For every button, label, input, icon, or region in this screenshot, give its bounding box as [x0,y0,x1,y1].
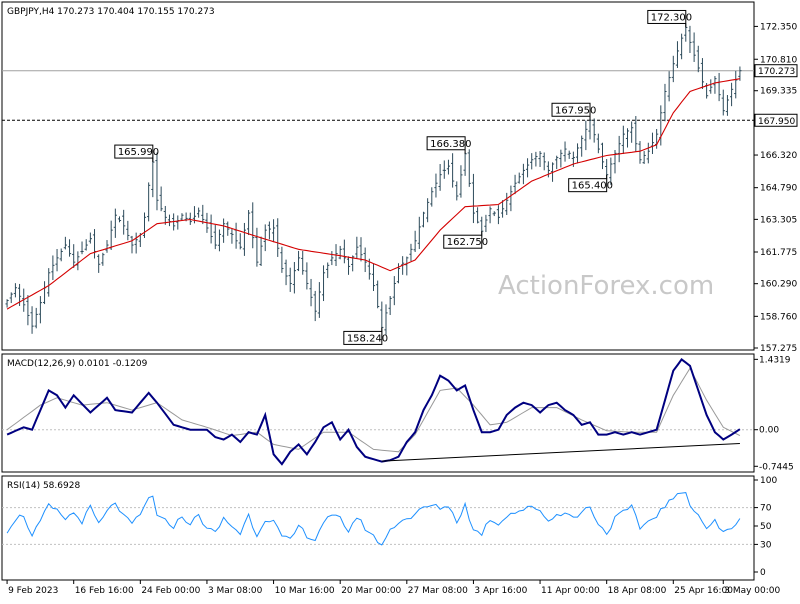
callout-label-167.950: 167.950 [555,105,596,116]
current-price-tag-box [754,64,798,78]
x-tick-label: 20 Mar 00:00 [341,586,401,596]
rsi-panel-frame [1,475,755,581]
rsi-line [6,492,741,546]
callout-box-166.380 [426,136,466,151]
callout-box-167.950 [551,102,591,117]
rsi-ytick-label: 50 [760,522,772,532]
watermark: ActionForex.com [498,271,714,301]
rsi-ytick-label: 30 [760,540,772,550]
x-tick-label: 10 Mar 16:00 [275,586,335,596]
macd-trendline [381,442,740,462]
rsi-ytick-label: 100 [760,476,777,486]
price-panel-frame [1,1,755,351]
rsi-layer [2,492,754,546]
callout-label-166.380: 166.380 [430,139,471,150]
macd-panel-frame [1,353,755,473]
price-ytick-label: 157.275 [760,344,797,354]
macd-layer [2,357,754,466]
price-layer: 165.990 158.240 166.380 162.750 167.950 165.4… [2,9,754,345]
callout-label-165.400: 165.400 [572,181,613,192]
price-ytick-label: 160.290 [760,280,797,290]
rsi-ytick-label: 70 [760,504,772,514]
callout-box-165.400 [568,178,608,193]
x-tick-label: 27 Mar 08:00 [408,586,468,596]
price-ytick-label: 166.320 [760,151,797,161]
callout-box-172.300 [647,9,687,24]
x-tick-label: 11 Apr 00:00 [541,586,600,596]
moving-average-line [6,78,740,310]
x-tick-label: 24 Feb 00:00 [141,586,200,596]
callout-box-158.240 [343,330,383,345]
x-tick-label: 16 Feb 16:00 [75,586,134,596]
macd-ytick-label: 1.4319 [759,355,791,365]
callout-label-158.240: 158.240 [347,333,388,344]
price-ytick-label: 172.350 [760,22,797,32]
callout-box-162.750 [443,234,483,249]
axis-layer: 172.350 170.810 169.335 166.320 164.790 163.3… [6,22,798,596]
current-price-tag: 170.273 [758,67,795,77]
macd-line [6,357,741,466]
price-ytick-label: 170.810 [760,55,797,65]
x-tick-label: 3 Apr 16:00 [474,586,527,596]
price-header: GBPJPY,H4 170.273 170.404 170.155 170.27… [7,7,215,17]
price-ytick-label: 158.760 [760,312,797,322]
x-tick-label: 18 Apr 08:00 [608,586,667,596]
level-price-tag-box [754,113,798,127]
x-tick-label: 3 Mar 08:00 [208,586,263,596]
callout-label-162.750: 162.750 [447,237,488,248]
x-tick-label: 3 May 00:00 [724,586,780,596]
macd-ytick-label: 0.00 [759,426,779,436]
x-tick-label: 25 Apr 16:00 [674,586,733,596]
macd-ytick-label: -0.7445 [759,462,794,472]
macd-signal-line [6,367,741,453]
x-tick-label: 9 Feb 2023 [8,586,58,596]
rsi-header: RSI(14) 58.6928 [7,481,80,491]
level-price-tag: 167.950 [758,117,795,127]
callout-label-165.990: 165.990 [118,147,159,158]
price-ytick-label: 161.775 [760,248,797,258]
callout-label-172.300: 172.300 [651,12,692,23]
macd-header: MACD(12,26,9) 0.0101 -0.1209 [7,359,148,369]
rsi-ytick-label: 0 [760,568,766,578]
callout-box-165.990 [114,144,154,159]
price-ytick-label: 169.335 [760,87,797,97]
price-ytick-label: 164.790 [760,184,797,194]
price-ytick-label: 163.305 [760,215,797,225]
